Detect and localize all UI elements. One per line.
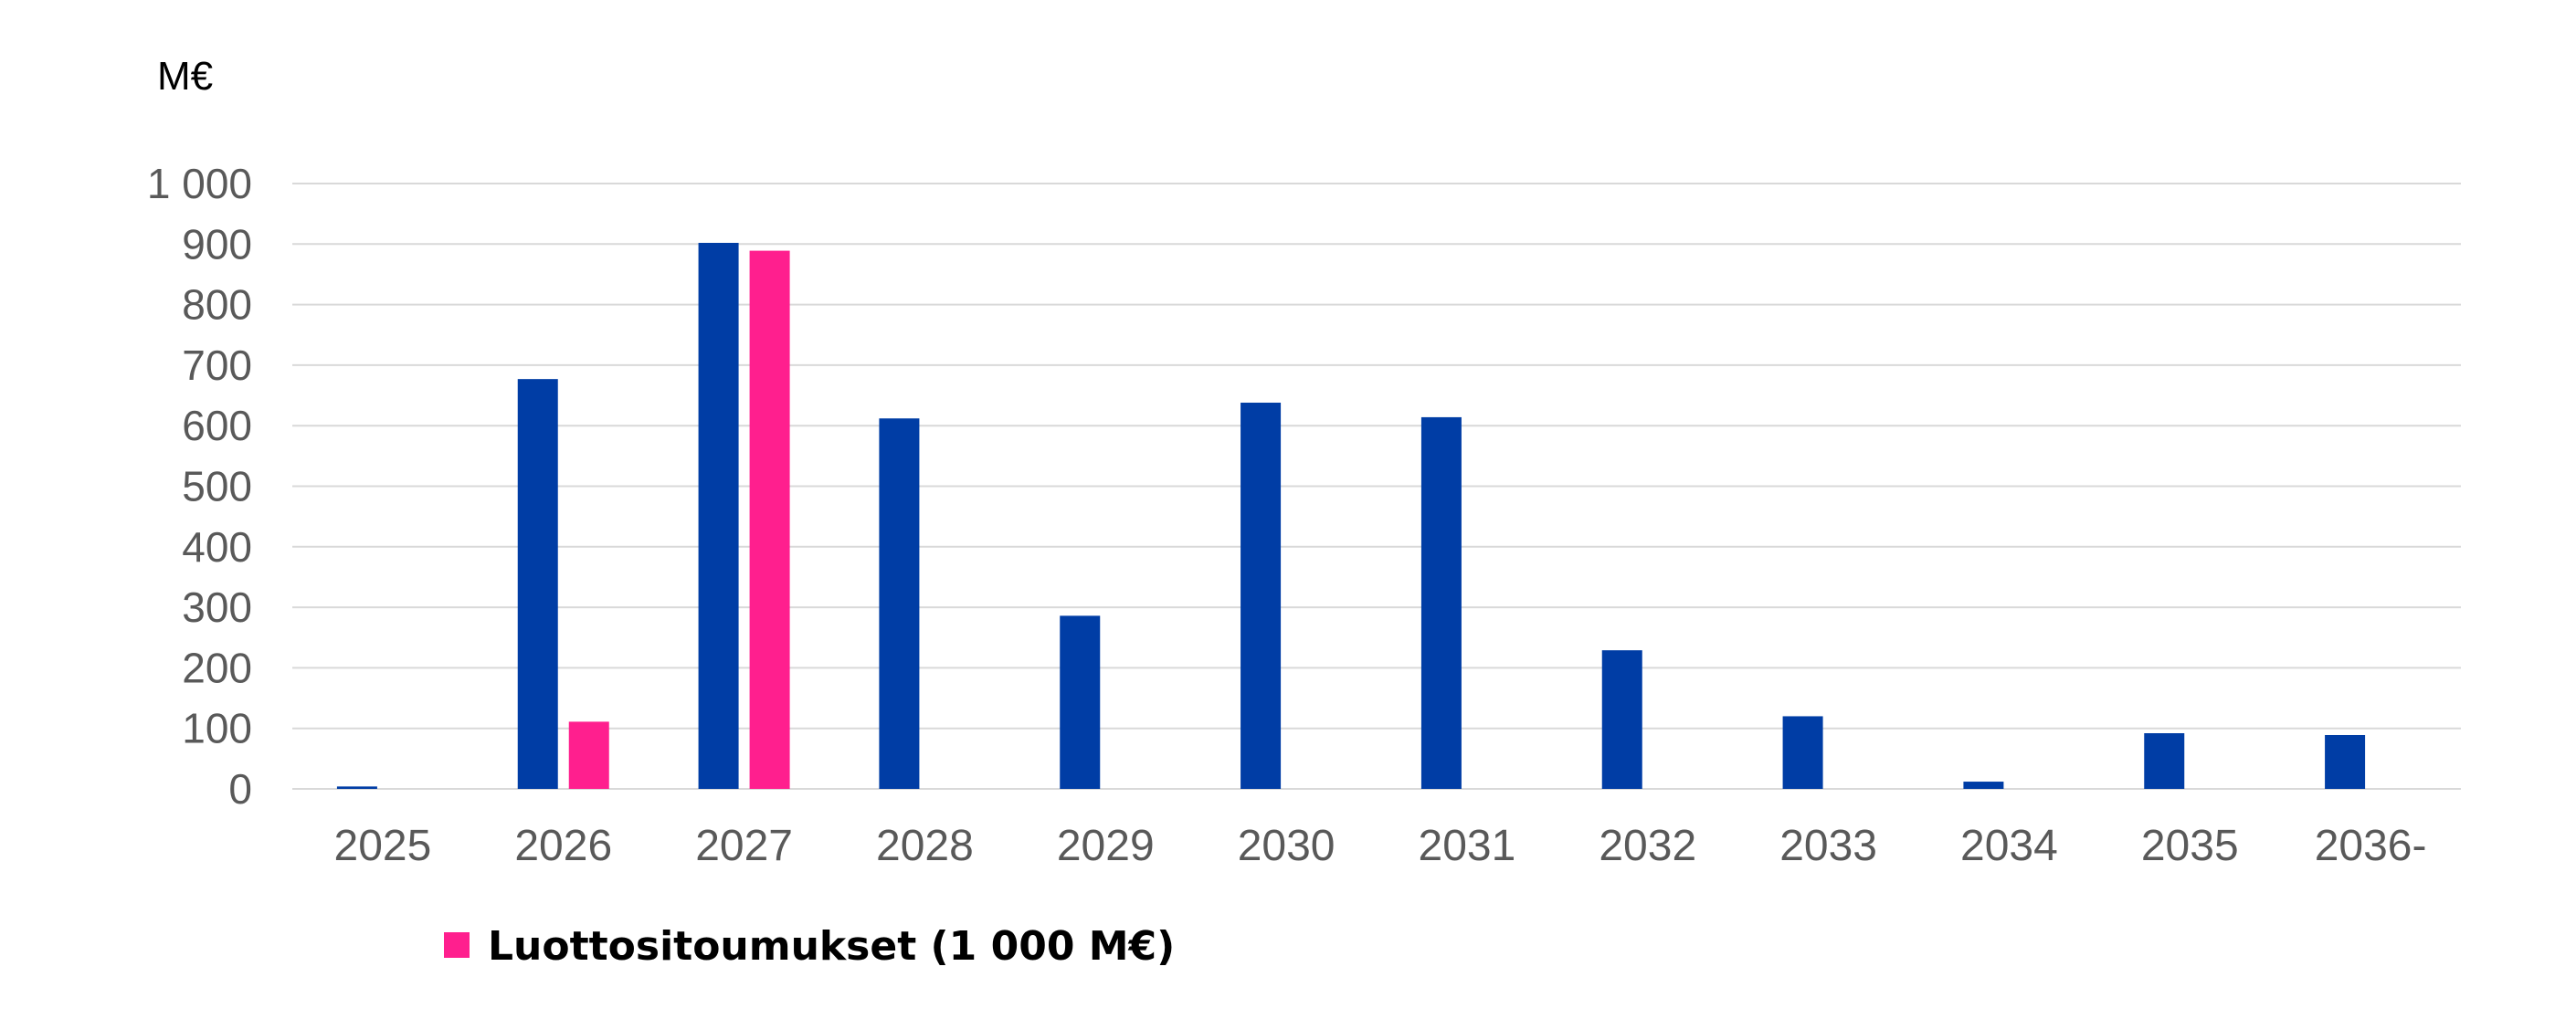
bar-series-1-2026 xyxy=(517,379,558,789)
x-tick-label: 2031 xyxy=(1419,822,1516,870)
y-axis-ticks: 0 100 200 300 400 500 600 700 800 900 1 000 xyxy=(147,160,252,813)
x-tick-label: 2035 xyxy=(2141,822,2239,870)
x-tick-label: 2030 xyxy=(1238,822,1336,870)
bar-series-1-2032 xyxy=(1601,650,1642,789)
bar-luottositoumukset-2027 xyxy=(749,250,790,789)
y-tick-label: 300 xyxy=(182,583,252,631)
x-tick-label: 2034 xyxy=(1960,822,2058,870)
bar-series-1-2027 xyxy=(698,242,739,789)
y-tick-label: 500 xyxy=(182,463,252,510)
x-tick-label: 2032 xyxy=(1599,822,1696,870)
y-tick-label: 0 xyxy=(228,765,252,813)
bar-luottositoumukset-2026 xyxy=(568,721,609,789)
x-tick-label: 2025 xyxy=(334,822,432,870)
bars xyxy=(336,242,2366,789)
y-tick-label: 100 xyxy=(182,705,252,752)
y-tick-label: 1 000 xyxy=(147,160,252,207)
bar-series-1-2028 xyxy=(879,418,920,789)
bar-series-1-2030 xyxy=(1240,403,1282,789)
y-tick-label: 600 xyxy=(182,402,252,449)
y-tick-label: 400 xyxy=(182,523,252,571)
x-tick-label: 2029 xyxy=(1057,822,1155,870)
bar-series-1-2035 xyxy=(2144,733,2185,789)
gridlines xyxy=(292,183,2461,790)
y-tick-label: 800 xyxy=(182,281,252,329)
bar-series-1-2029 xyxy=(1060,615,1101,789)
bar-series-1-2036- xyxy=(2325,734,2366,789)
y-tick-label: 900 xyxy=(182,220,252,268)
x-tick-label: 2033 xyxy=(1779,822,1877,870)
legend: Luottositoumukset (1 000 M€) xyxy=(444,923,1175,970)
x-tick-label: 2036- xyxy=(2315,822,2427,870)
x-axis-ticks: 2025 2026 2027 2028 2029 2030 2031 2032 2033 2034… xyxy=(334,822,2427,870)
bar-series-1-2034 xyxy=(1963,782,2004,789)
legend-swatch-luottositoumukset xyxy=(444,932,470,958)
legend-label-luottositoumukset: Luottositoumukset (1 000 M€) xyxy=(488,923,1175,970)
bar-series-1-2033 xyxy=(1782,716,1823,789)
x-tick-label: 2026 xyxy=(514,822,612,870)
y-axis-unit-label: M€ xyxy=(157,54,213,99)
bar-series-1-2025 xyxy=(336,786,377,789)
y-tick-label: 700 xyxy=(182,341,252,389)
x-tick-label: 2027 xyxy=(695,822,793,870)
y-tick-label: 200 xyxy=(182,644,252,691)
bar-series-1-2031 xyxy=(1420,416,1462,789)
x-tick-label: 2028 xyxy=(876,822,974,870)
